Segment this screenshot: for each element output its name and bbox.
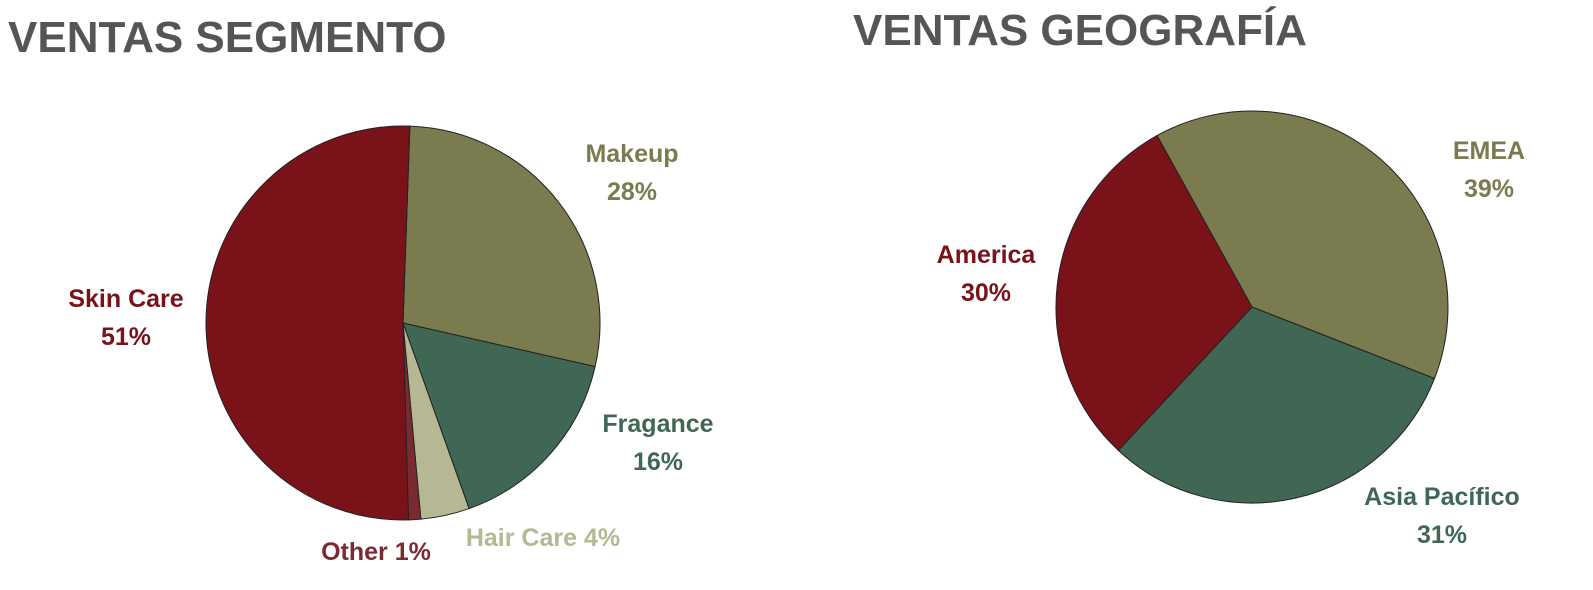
value-label: 4% — [584, 524, 620, 552]
category-label: EMEA — [1453, 137, 1525, 165]
category-label: Fragance — [602, 410, 713, 438]
data-label: Fragance 16% — [602, 410, 713, 476]
category-label: Other — [321, 538, 388, 566]
data-label: Other 1% — [321, 538, 431, 566]
category-label: Skin Care — [68, 285, 183, 313]
pie-slice — [402, 322, 596, 510]
value-label: 1% — [395, 538, 431, 566]
category-label: Asia Pacífico — [1364, 483, 1520, 511]
pie-slice — [1055, 134, 1253, 452]
category-label: Makeup — [585, 140, 678, 168]
value-label: 51% — [101, 323, 151, 351]
pie-slice — [1156, 110, 1449, 380]
value-label: 30% — [961, 279, 1011, 307]
pie-slice — [205, 125, 411, 521]
value-label: 16% — [633, 448, 683, 476]
value-label: 31% — [1417, 521, 1467, 549]
chart-title: VENTAS SEGMENTO — [8, 13, 446, 62]
pie-slice — [402, 125, 601, 368]
data-label: Hair Care 4% — [466, 524, 620, 552]
value-label: 28% — [607, 178, 657, 206]
data-label: Makeup 28% — [585, 140, 678, 206]
chart-title: VENTAS GEOGRAFÍA — [853, 5, 1307, 55]
category-label: Hair Care — [466, 524, 577, 552]
value-label: 39% — [1464, 175, 1514, 203]
data-label: Asia Pacífico 31% — [1364, 483, 1520, 549]
data-label: EMEA 39% — [1453, 137, 1525, 203]
data-label: America 30% — [937, 241, 1037, 307]
pie-slice — [1117, 306, 1436, 504]
data-label: Skin Care 51% — [68, 285, 183, 351]
category-label: America — [937, 241, 1037, 269]
